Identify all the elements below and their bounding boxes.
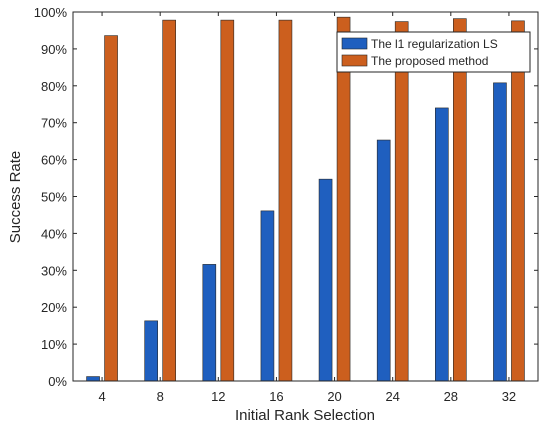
x-tick-label: 4	[98, 389, 105, 404]
bar-series-2-8	[162, 19, 176, 382]
legend-box	[336, 31, 531, 73]
bar-series-2-12	[220, 19, 235, 382]
y-tick-label: 70%	[41, 116, 67, 131]
legend: The l1 regularization LS The proposed me…	[336, 31, 531, 73]
y-axis-label: Success Rate	[7, 151, 24, 244]
bar-series-1-4	[86, 376, 100, 382]
x-tick-label: 16	[269, 389, 283, 404]
bar-series-1-8	[144, 320, 158, 382]
y-tick-label: 10%	[41, 337, 67, 352]
bar-series-1-28	[435, 107, 449, 382]
legend-swatch-series-2	[341, 54, 368, 67]
bar-series-2-28	[453, 18, 467, 382]
x-tick-label: 8	[157, 389, 164, 404]
y-tick-label: 30%	[41, 263, 67, 278]
bar-series-2-16	[278, 19, 293, 382]
bar-series-2-4	[104, 35, 118, 382]
bar-series-1-20	[318, 178, 333, 382]
bar-series-1-16	[260, 210, 275, 382]
x-tick-label: 20	[327, 389, 341, 404]
bar-series-1-24	[376, 139, 391, 382]
y-tick-label: 40%	[41, 226, 67, 241]
x-axis-label: Initial Rank Selection	[235, 407, 375, 424]
x-tick-label: 32	[502, 389, 516, 404]
legend-label-series-1: The l1 regularization LS	[371, 37, 498, 51]
x-axis-ticks: 4 8 12 16 20 24 28 32	[98, 12, 516, 404]
bar-series-1-32	[493, 82, 507, 382]
y-tick-label: 20%	[41, 300, 67, 315]
bar-series-1-12	[202, 264, 217, 382]
y-axis-ticks: 0% 10% 20% 30% 40% 50% 60% 70% 80% 90% 100%	[34, 5, 538, 389]
bar-series-2-32	[511, 20, 525, 382]
bar-series-2-24	[394, 21, 409, 382]
x-tick-label: 12	[211, 389, 225, 404]
y-tick-label: 90%	[41, 42, 67, 57]
y-tick-label: 60%	[41, 153, 67, 168]
y-tick-label: 50%	[41, 190, 67, 205]
bars-layer	[86, 16, 525, 382]
y-tick-label: 80%	[41, 79, 67, 94]
x-tick-label: 28	[444, 389, 458, 404]
y-tick-label: 0%	[48, 374, 67, 389]
legend-label-series-2: The proposed method	[371, 54, 488, 68]
y-tick-label: 100%	[34, 5, 68, 20]
legend-swatch-series-1	[341, 37, 368, 50]
x-tick-label: 24	[385, 389, 399, 404]
